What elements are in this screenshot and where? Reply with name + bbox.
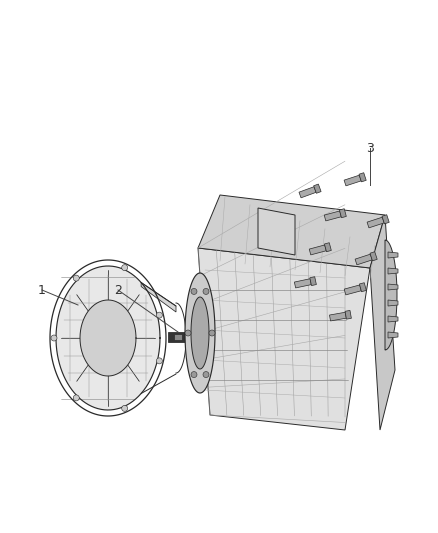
Polygon shape [198,248,370,430]
Circle shape [156,312,162,318]
Polygon shape [367,217,384,228]
Polygon shape [324,211,341,221]
Circle shape [51,335,57,341]
Polygon shape [388,268,398,274]
Circle shape [189,330,203,344]
Circle shape [122,406,128,411]
Polygon shape [185,273,215,393]
Circle shape [203,372,209,377]
Circle shape [191,288,197,294]
Text: 1: 1 [38,284,46,296]
Polygon shape [56,266,160,410]
Polygon shape [355,254,372,265]
Polygon shape [309,245,326,255]
Polygon shape [325,243,331,252]
Polygon shape [388,252,398,258]
Polygon shape [345,310,351,319]
Polygon shape [360,282,366,292]
Polygon shape [198,195,385,268]
Polygon shape [191,297,209,369]
Polygon shape [370,215,395,430]
Polygon shape [388,300,398,306]
Polygon shape [299,187,316,198]
Polygon shape [388,332,398,338]
Polygon shape [168,332,198,342]
Circle shape [73,275,79,281]
Text: 3: 3 [366,141,374,155]
Polygon shape [80,300,136,376]
Circle shape [156,358,162,364]
Polygon shape [314,184,321,193]
Polygon shape [385,240,397,350]
Polygon shape [329,312,346,321]
Polygon shape [339,209,346,217]
Circle shape [209,330,215,336]
Text: 2: 2 [114,284,122,296]
Polygon shape [370,252,377,261]
Polygon shape [388,284,398,290]
Circle shape [191,372,197,377]
Polygon shape [388,316,398,322]
Polygon shape [294,279,311,288]
Polygon shape [382,215,389,224]
Polygon shape [359,173,366,182]
Circle shape [203,288,209,294]
Polygon shape [258,208,295,255]
Circle shape [73,395,79,401]
Polygon shape [174,334,182,340]
Polygon shape [344,175,361,186]
Polygon shape [141,282,176,312]
Circle shape [122,264,128,271]
Polygon shape [310,277,316,286]
Circle shape [185,330,191,336]
Polygon shape [344,285,361,295]
